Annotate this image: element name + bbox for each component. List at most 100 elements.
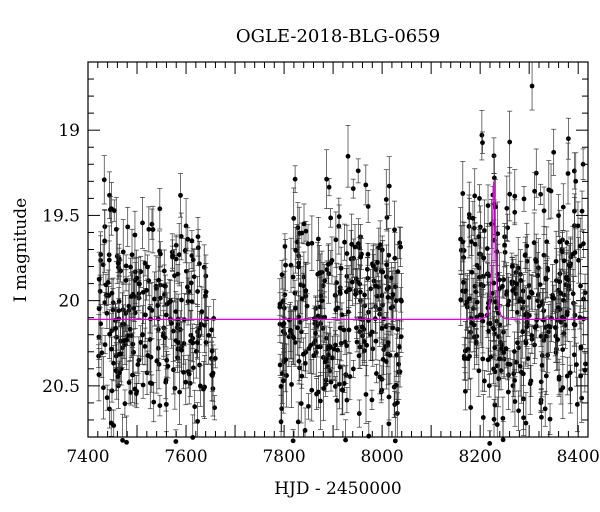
data-point <box>130 341 136 347</box>
data-point <box>509 263 515 269</box>
y-tick-labels: 19 19.5 20 20.5 <box>42 121 80 397</box>
data-point <box>489 290 495 296</box>
data-point <box>107 331 112 337</box>
data-point <box>512 377 518 383</box>
data-point <box>175 346 181 352</box>
data-point <box>350 186 356 192</box>
data-point <box>101 385 106 391</box>
data-point <box>284 373 289 378</box>
data-point <box>131 305 137 311</box>
data-point <box>125 333 131 339</box>
data-point <box>140 382 146 388</box>
data-point <box>283 357 289 363</box>
data-point <box>479 132 485 138</box>
data-point <box>393 298 399 304</box>
data-point <box>516 298 522 304</box>
data-point <box>357 344 363 350</box>
data-point <box>556 376 562 382</box>
data-point <box>178 234 184 239</box>
data-point <box>104 395 110 401</box>
data-point <box>390 325 396 331</box>
data-point <box>491 366 497 372</box>
data-point <box>470 215 476 221</box>
data-point <box>480 415 486 420</box>
data-point <box>318 398 323 404</box>
data-point <box>278 384 284 389</box>
data-point <box>356 353 362 359</box>
data-point <box>280 378 286 384</box>
data-point <box>163 401 169 407</box>
data-point <box>552 325 558 330</box>
data-point <box>472 193 478 199</box>
data-point <box>504 205 510 211</box>
data-point <box>132 278 138 283</box>
data-point <box>113 368 119 373</box>
data-point <box>576 257 581 263</box>
data-point <box>279 272 285 278</box>
data-point <box>344 251 350 256</box>
data-point <box>466 212 472 217</box>
data-point <box>118 268 124 274</box>
y-axis-label: I magnitude <box>11 198 31 302</box>
data-point <box>206 332 212 338</box>
data-point <box>329 258 335 263</box>
data-point <box>124 439 129 445</box>
data-point <box>212 356 218 361</box>
data-point <box>185 299 191 304</box>
data-point <box>398 244 403 250</box>
y-tick-label: 19.5 <box>42 206 80 226</box>
data-point <box>484 246 490 251</box>
data-point <box>510 288 516 294</box>
data-point <box>164 357 170 363</box>
data-point <box>353 291 358 297</box>
data-point <box>512 399 518 404</box>
data-point <box>337 381 342 387</box>
data-point <box>538 379 544 385</box>
data-point <box>532 342 537 348</box>
data-point <box>458 297 464 303</box>
data-point <box>564 240 570 245</box>
data-point <box>385 340 391 346</box>
data-point <box>476 234 482 239</box>
data-point <box>315 236 321 242</box>
data-point <box>560 347 566 352</box>
data-point <box>575 223 581 229</box>
data-point <box>518 278 524 283</box>
data-point <box>173 309 179 314</box>
data-point <box>346 327 352 333</box>
data-point <box>311 353 317 358</box>
data-point <box>146 226 152 232</box>
data-point <box>497 322 503 328</box>
data-point <box>472 241 478 247</box>
data-point <box>392 402 398 407</box>
data-point <box>199 309 205 315</box>
data-point <box>149 308 155 313</box>
data-point <box>292 290 298 296</box>
data-point <box>564 373 570 379</box>
data-point <box>313 330 318 336</box>
data-point <box>373 371 379 376</box>
data-point <box>296 358 302 364</box>
data-point <box>392 438 398 444</box>
data-point <box>512 209 518 215</box>
data-point <box>106 257 112 263</box>
data-point <box>461 356 467 361</box>
data-point <box>512 193 518 199</box>
data-point <box>155 303 161 308</box>
data-point <box>126 303 132 309</box>
data-point <box>480 356 486 362</box>
data-point <box>157 403 163 408</box>
data-point <box>338 265 344 271</box>
data-point <box>296 264 301 270</box>
data-point <box>344 343 350 349</box>
data-point <box>372 316 378 322</box>
data-point <box>177 389 183 395</box>
data-point <box>195 234 201 240</box>
data-point <box>299 230 305 236</box>
data-point <box>288 262 294 268</box>
x-tick-label: 8400 <box>557 447 600 467</box>
data-point <box>332 292 338 298</box>
data-point <box>149 381 155 386</box>
data-point <box>392 255 398 261</box>
data-point <box>332 383 338 389</box>
